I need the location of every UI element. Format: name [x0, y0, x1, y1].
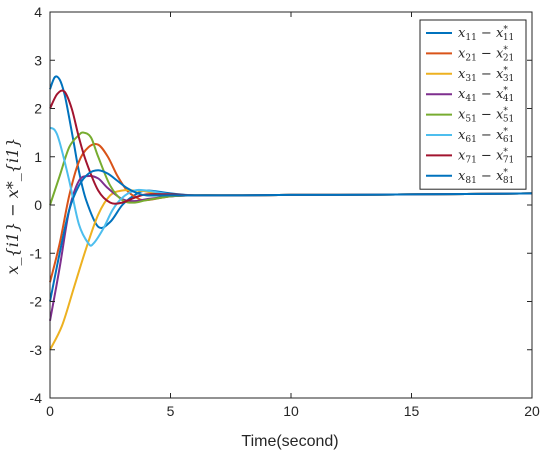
y-tick-label: -1	[30, 245, 43, 261]
legend-label: x71 − x* 71	[458, 147, 514, 165]
x-tick-label: 10	[283, 403, 299, 419]
series-line-8	[49, 169, 533, 302]
x-tick-label: 15	[404, 403, 420, 419]
y-tick-label: 1	[34, 149, 42, 165]
y-tick-label: 3	[34, 52, 42, 68]
y-tick-label: 4	[34, 4, 42, 20]
x-tick-label: 0	[46, 403, 54, 419]
axes-layer: 0 5 10 15 20 -4 -3 -2 -1 0 1 2 3 4	[30, 4, 540, 419]
x-axis-label: Time(second)	[241, 433, 338, 450]
legend-label: x81 − x* 81	[458, 168, 514, 186]
legend: x11 − x* 11 x21 − x* 21 x31 − x* 31 x41 − x* 41…	[419, 19, 527, 190]
legend-label: x41 − x* 41	[458, 86, 514, 104]
x-tick-label: 20	[524, 403, 540, 419]
y-tick-label: -2	[30, 294, 43, 310]
legend-box	[419, 19, 527, 190]
y-tick-label: -3	[30, 342, 43, 358]
y-tick-label: -4	[30, 390, 43, 406]
y-tick-label: 2	[34, 101, 42, 117]
x-tick-label: 5	[167, 403, 175, 419]
legend-label: x11 − x* 11	[458, 25, 514, 43]
plot-layer	[49, 75, 533, 351]
legend-label: x51 − x* 51	[458, 107, 514, 125]
legend-label: x21 − x* 21	[458, 45, 514, 63]
y-tick-label: 0	[34, 197, 42, 213]
y-axis-label: x_{i1} − x*_{i1}	[3, 138, 22, 275]
legend-label: x61 − x* 61	[458, 127, 514, 145]
legend-label: x31 − x* 31	[458, 66, 514, 84]
